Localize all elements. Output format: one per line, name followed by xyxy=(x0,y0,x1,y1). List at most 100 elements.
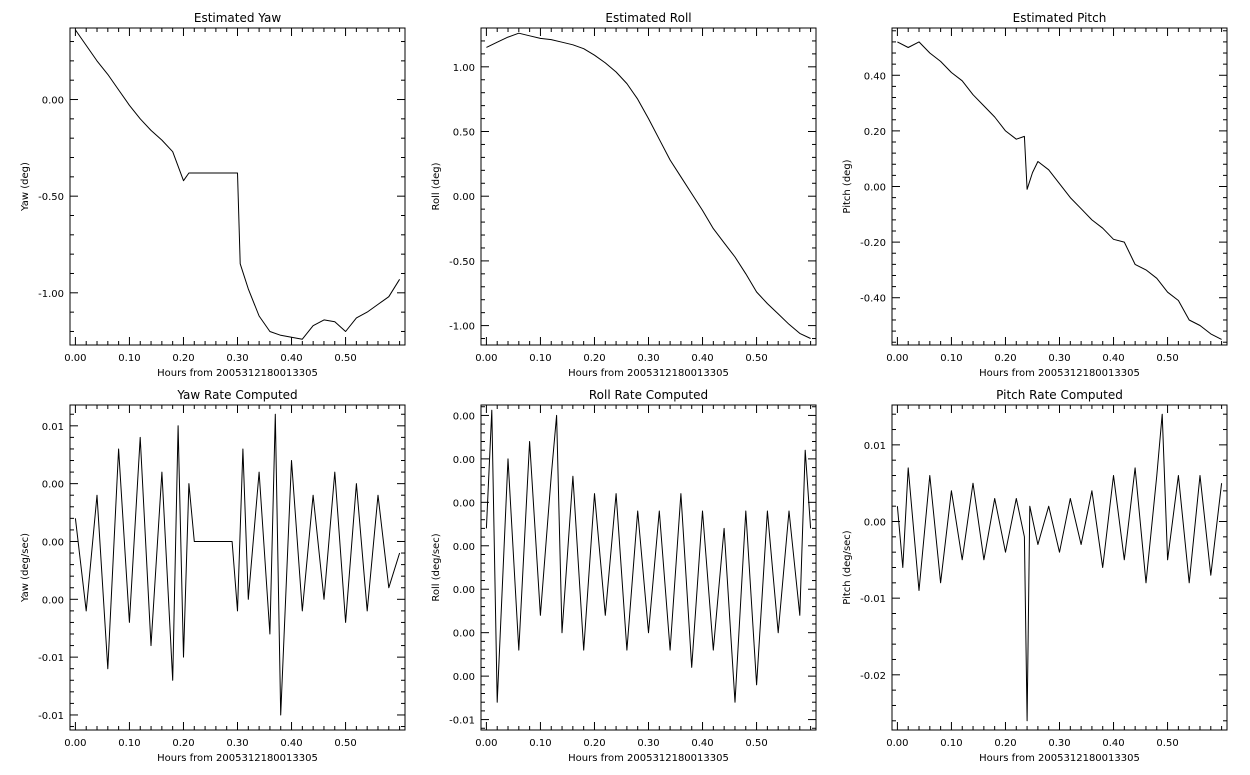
roll-rate-y-tick-label: 0.00 xyxy=(453,411,475,422)
yaw-rate-y-tick-label: -0.01 xyxy=(38,711,64,722)
roll-rate-x-tick-label: 0.20 xyxy=(583,738,605,749)
yaw-x-tick-label: 0.10 xyxy=(118,353,140,364)
pitch-rate-x-tick-label: 0.30 xyxy=(1048,738,1070,749)
roll-y-tick-label: -1.00 xyxy=(449,322,475,333)
roll-rate-plot-frame xyxy=(480,404,817,731)
pitch-rate-y-tick-label: -0.01 xyxy=(860,594,886,605)
pitch-y-tick-label: 0.40 xyxy=(864,71,886,82)
pitch-x-axis-label: Hours from 2005312180013305 xyxy=(979,368,1140,379)
yaw-rate-y-tick-label: 0.00 xyxy=(42,595,64,606)
roll-y-tick-label: 1.00 xyxy=(453,63,475,74)
pitch-rate-x-tick-label: 0.40 xyxy=(1102,738,1124,749)
yaw-title: Estimated Yaw xyxy=(194,11,281,25)
pitch-plot-frame xyxy=(891,27,1228,346)
yaw-panel: Estimated Yaw Hours from 2005312180013305… xyxy=(20,11,406,379)
yaw-rate-y-tick-label: -0.01 xyxy=(38,653,64,664)
yaw-y-tick-label: -1.00 xyxy=(38,289,64,300)
yaw-x-tick-label: 0.30 xyxy=(226,353,248,364)
roll-rate-x-tick-label: 0.10 xyxy=(529,738,551,749)
pitch-title: Estimated Pitch xyxy=(1013,11,1107,25)
roll-title: Estimated Roll xyxy=(605,11,691,25)
pitch-rate-series-line xyxy=(896,413,1223,722)
pitch-rate-x-tick-label: 0.00 xyxy=(886,738,908,749)
yaw-x-tick-label: 0.40 xyxy=(280,353,302,364)
pitch-x-tick-label: 0.20 xyxy=(994,353,1016,364)
roll-y-tick-label: 0.50 xyxy=(453,128,475,139)
roll-rate-y-tick-label: -0.01 xyxy=(449,716,475,727)
roll-rate-x-tick-label: 0.40 xyxy=(691,738,713,749)
pitch-rate-x-tick-label: 0.50 xyxy=(1156,738,1178,749)
roll-rate-y-axis-label: Roll (deg/sec) xyxy=(431,533,442,601)
roll-rate-x-tick-label: 0.50 xyxy=(745,738,767,749)
pitch-x-tick-label: 0.30 xyxy=(1048,353,1070,364)
roll-x-tick-label: 0.20 xyxy=(583,353,605,364)
yaw-rate-x-axis-label: Hours from 2005312180013305 xyxy=(157,753,318,764)
pitch-rate-y-tick-label: -0.02 xyxy=(860,671,886,682)
yaw-rate-title: Yaw Rate Computed xyxy=(176,388,297,402)
roll-panel: Estimated Roll Hours from 200531218001330… xyxy=(431,11,817,379)
roll-x-axis-label: Hours from 2005312180013305 xyxy=(568,368,729,379)
roll-x-tick-label: 0.50 xyxy=(745,353,767,364)
pitch-rate-panel: Pitch Rate Computed Hours from 2005312180… xyxy=(842,388,1228,764)
yaw-rate-y-tick-label: 0.00 xyxy=(42,480,64,491)
roll-x-tick-label: 0.10 xyxy=(529,353,551,364)
roll-x-tick-label: 0.30 xyxy=(637,353,659,364)
yaw-rate-x-tick-label: 0.10 xyxy=(118,738,140,749)
roll-rate-x-tick-label: 0.30 xyxy=(637,738,659,749)
yaw-series-line xyxy=(74,29,401,340)
yaw-y-tick-label: -0.50 xyxy=(38,192,64,203)
pitch-series-line xyxy=(897,41,1222,340)
roll-rate-title: Roll Rate Computed xyxy=(589,388,708,402)
roll-rate-y-tick-label: 0.00 xyxy=(453,672,475,683)
pitch-x-tick-label: 0.00 xyxy=(886,353,908,364)
roll-rate-y-tick-label: 0.00 xyxy=(453,455,475,466)
yaw-y-tick-label: 0.00 xyxy=(42,96,64,107)
yaw-x-tick-label: 0.50 xyxy=(334,353,356,364)
pitch-x-tick-label: 0.10 xyxy=(940,353,962,364)
roll-rate-y-tick-label: 0.00 xyxy=(453,629,475,640)
roll-rate-x-axis-label: Hours from 2005312180013305 xyxy=(568,753,729,764)
roll-x-tick-label: 0.40 xyxy=(691,353,713,364)
yaw-rate-y-axis-label: Yaw (deg/sec) xyxy=(20,533,31,603)
pitch-x-tick-label: 0.40 xyxy=(1102,353,1124,364)
pitch-x-tick-label: 0.50 xyxy=(1156,353,1178,364)
pitch-rate-title: Pitch Rate Computed xyxy=(996,388,1123,402)
yaw-rate-y-tick-label: 0.00 xyxy=(42,537,64,548)
roll-y-tick-label: -0.50 xyxy=(449,257,475,268)
pitch-y-axis-label: Pitch (deg) xyxy=(842,159,853,213)
roll-rate-y-tick-label: 0.00 xyxy=(453,585,475,596)
pitch-rate-x-axis-label: Hours from 2005312180013305 xyxy=(979,753,1140,764)
roll-rate-panel: Roll Rate Computed Hours from 20053121800… xyxy=(431,388,817,764)
pitch-rate-y-tick-label: 0.01 xyxy=(864,441,886,452)
pitch-y-tick-label: -0.20 xyxy=(860,238,886,249)
roll-x-tick-label: 0.00 xyxy=(475,353,497,364)
pitch-y-tick-label: 0.20 xyxy=(864,127,886,138)
yaw-rate-x-tick-label: 0.20 xyxy=(172,738,194,749)
roll-rate-y-tick-label: 0.00 xyxy=(453,498,475,509)
yaw-rate-x-tick-label: 0.40 xyxy=(280,738,302,749)
yaw-rate-x-tick-label: 0.50 xyxy=(334,738,356,749)
yaw-rate-series-line xyxy=(74,413,401,716)
yaw-rate-panel: Yaw Rate Computed Hours from 200531218001… xyxy=(20,388,406,764)
pitch-rate-y-axis-label: Pitch (deg/sec) xyxy=(842,530,853,605)
yaw-y-axis-label: Yaw (deg) xyxy=(20,162,31,212)
roll-y-axis-label: Roll (deg) xyxy=(431,162,442,210)
roll-rate-x-tick-label: 0.00 xyxy=(475,738,497,749)
yaw-rate-plot-frame xyxy=(69,404,406,731)
pitch-y-tick-label: 0.00 xyxy=(864,183,886,194)
pitch-rate-y-tick-label: 0.00 xyxy=(864,518,886,529)
roll-rate-series-line xyxy=(485,409,812,703)
roll-rate-y-tick-label: 0.00 xyxy=(453,542,475,553)
pitch-y-tick-label: -0.40 xyxy=(860,294,886,305)
yaw-rate-y-tick-label: 0.01 xyxy=(42,422,64,433)
pitch-rate-x-tick-label: 0.20 xyxy=(994,738,1016,749)
yaw-x-tick-label: 0.00 xyxy=(64,353,86,364)
yaw-rate-x-tick-label: 0.30 xyxy=(226,738,248,749)
pitch-rate-x-tick-label: 0.10 xyxy=(940,738,962,749)
roll-series-line xyxy=(486,32,811,339)
yaw-x-axis-label: Hours from 2005312180013305 xyxy=(157,368,318,379)
roll-plot-frame xyxy=(480,27,817,346)
yaw-x-tick-label: 0.20 xyxy=(172,353,194,364)
roll-y-tick-label: 0.00 xyxy=(453,192,475,203)
